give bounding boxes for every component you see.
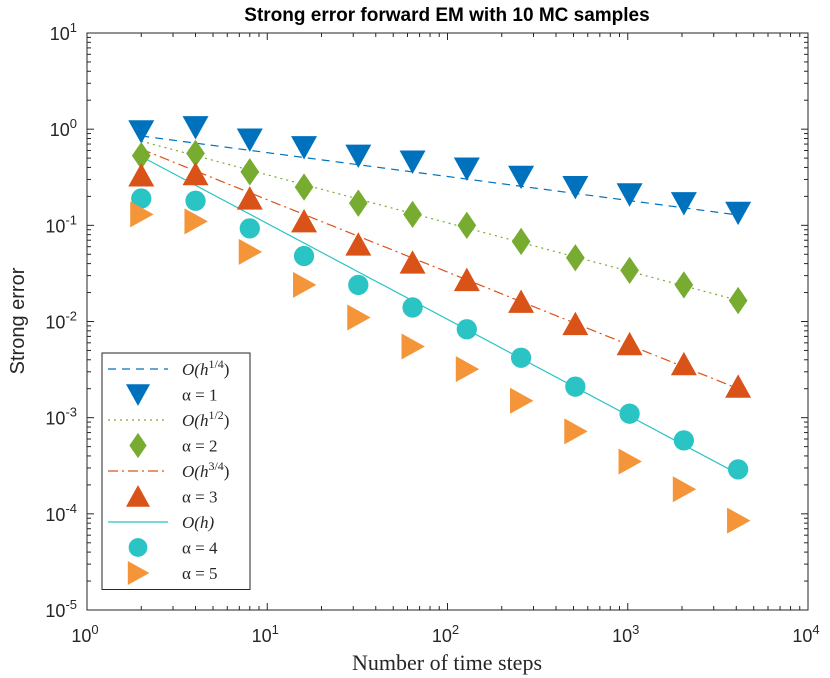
data-point — [510, 387, 534, 414]
data-point — [293, 245, 315, 267]
data-point — [238, 238, 263, 265]
legend-label: α = 2 — [182, 437, 218, 456]
legend-label: α = 1 — [182, 386, 218, 405]
data-point — [291, 136, 318, 160]
legend-label: O(h1/4) — [182, 357, 229, 379]
data-point — [128, 163, 155, 187]
data-point — [728, 286, 748, 315]
data-point — [673, 430, 695, 451]
data-point — [511, 227, 531, 256]
data-point — [345, 144, 372, 169]
data-point — [508, 165, 535, 190]
data-point — [508, 289, 535, 313]
legend-marker-swatch — [127, 561, 150, 585]
y-tick-label: 101 — [50, 20, 77, 44]
data-point — [291, 209, 318, 233]
data-point — [131, 188, 152, 209]
data-point — [725, 201, 752, 226]
reference-line — [141, 135, 739, 216]
legend-marker-swatch — [129, 432, 147, 459]
data-point — [725, 374, 752, 398]
data-point — [186, 139, 205, 168]
axis-ticks: 100 101 102 103 104 10-5 10-4 10-3 10-2 10-1 100 10… — [45, 20, 819, 646]
chart-title: Strong error forward EM with 10 MC sampl… — [244, 5, 649, 26]
data-point — [670, 192, 697, 216]
data-point — [182, 116, 209, 140]
data-point — [620, 256, 639, 285]
data-point — [672, 476, 697, 503]
data-point — [562, 311, 589, 336]
data-point — [348, 189, 368, 217]
data-point — [457, 211, 477, 239]
data-point — [185, 190, 206, 211]
data-point — [456, 319, 477, 340]
data-point — [453, 157, 480, 181]
data-point — [240, 158, 260, 186]
data-point — [510, 347, 532, 368]
data-point — [399, 150, 426, 174]
data-point — [618, 448, 642, 475]
data-point — [182, 161, 209, 186]
y-axis-label: Strong error — [7, 267, 29, 374]
data-point — [401, 333, 425, 360]
data-point — [128, 120, 155, 144]
data-point — [236, 186, 263, 210]
data-point — [130, 201, 154, 228]
legend-marker-swatch — [126, 384, 150, 406]
data-point — [453, 267, 480, 292]
data-point — [619, 403, 640, 424]
y-tick-label: 10-5 — [45, 597, 77, 621]
x-tick-label: 103 — [612, 622, 639, 646]
y-tick-label: 10-1 — [45, 212, 77, 236]
data-point — [670, 351, 697, 376]
legend-label: O(h) — [182, 513, 214, 532]
data-point — [727, 507, 751, 534]
legend-label: α = 5 — [182, 564, 218, 583]
data-point — [727, 459, 749, 480]
data-point — [345, 232, 372, 256]
data-point — [348, 274, 369, 296]
x-axis-label: Number of time steps — [352, 650, 542, 675]
data-point — [565, 376, 586, 397]
data-point — [564, 418, 588, 445]
y-tick-label: 10-4 — [45, 501, 77, 525]
data-point — [399, 250, 426, 274]
x-tick-label: 102 — [432, 622, 459, 646]
legend-label: α = 4 — [182, 539, 218, 558]
y-tick-label: 100 — [50, 116, 77, 140]
data-point — [236, 128, 263, 152]
data-point — [455, 356, 480, 383]
data-markers — [128, 116, 752, 534]
x-tick-label: 100 — [71, 622, 98, 646]
data-point — [565, 244, 585, 272]
data-point — [347, 304, 371, 331]
data-point — [674, 271, 694, 299]
y-tick-label: 10-2 — [45, 309, 77, 333]
legend: O(h1/4) α = 1 O(h1/2) α = 2 O(h3/4) α = 3 O(h)… — [101, 352, 251, 590]
legend-label: O(h3/4) — [182, 459, 229, 481]
data-point — [184, 208, 208, 235]
data-point — [402, 297, 423, 318]
data-point — [616, 331, 643, 356]
data-point — [131, 142, 151, 170]
legend-marker-swatch — [126, 485, 150, 507]
data-point — [616, 183, 643, 207]
legend-label: O(h1/2) — [182, 408, 229, 430]
data-point — [562, 176, 589, 200]
data-point — [292, 271, 317, 298]
x-tick-label: 101 — [252, 622, 279, 646]
x-tick-label: 104 — [792, 622, 819, 646]
legend-marker-swatch — [128, 538, 148, 557]
data-point — [294, 173, 314, 201]
legend-box — [101, 352, 251, 590]
y-tick-label: 10-3 — [45, 405, 77, 429]
data-point — [403, 200, 422, 229]
legend-label: α = 3 — [182, 488, 218, 507]
reference-line — [141, 140, 739, 301]
data-point — [239, 218, 260, 239]
